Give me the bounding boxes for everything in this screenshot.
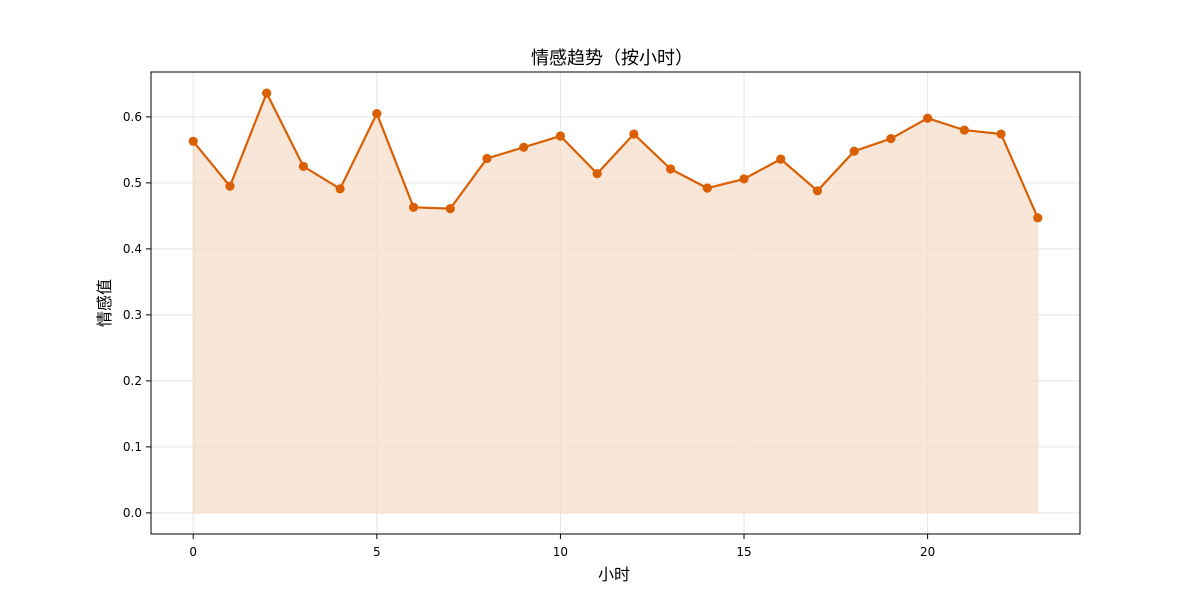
data-points <box>188 88 1043 223</box>
y-tick-label: 0.2 <box>123 374 142 388</box>
data-point <box>262 88 272 98</box>
data-point <box>996 129 1006 139</box>
data-point <box>298 161 308 171</box>
data-point <box>959 125 969 135</box>
y-tick-label: 0.5 <box>123 176 142 190</box>
y-axis-title: 情感值 <box>95 279 114 327</box>
data-point <box>225 181 235 191</box>
data-point <box>592 169 602 179</box>
data-point <box>812 186 823 196</box>
y-tick-label: 0.4 <box>123 242 142 256</box>
x-tick-label: 10 <box>553 545 568 559</box>
y-tick-label: 0.6 <box>123 110 142 124</box>
plot-frame <box>150 71 1081 535</box>
y-tick-label: 0.3 <box>123 308 142 322</box>
data-point <box>665 164 676 174</box>
data-point <box>1033 213 1043 223</box>
x-axis-ticks: 0 5 10 15 20 <box>189 534 935 559</box>
data-point <box>923 113 933 123</box>
series-line <box>192 90 1039 219</box>
x-tick-label: 15 <box>736 545 751 559</box>
x-tick-label: 5 <box>373 545 381 559</box>
x-tick-label: 0 <box>189 545 197 559</box>
data-point <box>776 154 786 164</box>
data-point <box>849 146 859 156</box>
data-point <box>372 108 382 119</box>
y-tick-label: 0.0 <box>123 506 142 520</box>
x-axis-title: 小时 <box>598 565 630 584</box>
y-tick-label: 0.1 <box>123 440 142 454</box>
data-point <box>886 134 896 144</box>
data-point <box>629 129 639 139</box>
data-point <box>482 153 492 164</box>
chart-title: 情感趋势（按小时） <box>531 48 693 69</box>
data-point <box>408 202 419 212</box>
data-point <box>555 131 566 141</box>
data-point <box>335 184 345 194</box>
x-tick-label: 20 <box>920 545 935 559</box>
data-point <box>702 183 712 193</box>
data-point <box>739 174 749 184</box>
data-point <box>519 142 529 152</box>
y-axis-ticks: 0.0 0.1 0.2 0.3 0.4 0.5 0.6 <box>123 110 151 520</box>
data-point <box>445 204 455 214</box>
data-point <box>188 136 198 146</box>
